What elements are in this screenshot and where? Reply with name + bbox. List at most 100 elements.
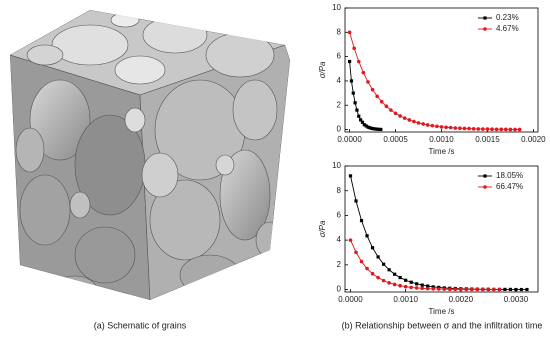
marker	[508, 287, 513, 292]
marker	[430, 123, 435, 128]
x-tick-label: 0.0010	[393, 295, 418, 304]
marker	[420, 283, 424, 287]
marker	[481, 287, 485, 292]
marker	[471, 127, 476, 131]
x-tick-label: 0.0030	[504, 295, 529, 304]
legend-marker	[483, 27, 487, 31]
plot-frame	[344, 165, 539, 293]
marker	[514, 287, 518, 292]
marker	[453, 126, 458, 130]
marker	[370, 271, 375, 276]
marker	[402, 116, 407, 120]
marker	[481, 127, 485, 131]
marker	[458, 126, 462, 131]
marker	[387, 268, 391, 272]
y-axis-label: σ/Pa	[318, 220, 327, 237]
marker	[470, 287, 474, 292]
y-axis-label: σ/Pa	[318, 61, 327, 78]
y-tick-label: 2	[337, 100, 342, 109]
marker	[382, 262, 386, 266]
grains-image	[10, 10, 290, 300]
x-tick-label: 0.0005	[383, 135, 408, 144]
marker	[359, 118, 363, 122]
marker	[347, 30, 352, 35]
y-tick-label: 0	[337, 125, 342, 134]
marker	[393, 272, 397, 276]
marker	[371, 127, 376, 131]
marker	[453, 287, 458, 292]
marker	[431, 286, 436, 291]
x-tick-label: 0.0020	[449, 295, 474, 304]
x-tick-label: 0.0015	[475, 135, 500, 144]
y-tick-label: 8	[337, 27, 342, 36]
marker	[354, 199, 358, 203]
x-tick-label: 0.0010	[429, 135, 454, 144]
marker	[398, 275, 402, 280]
caption: (a) Schematic of grains	[94, 320, 187, 330]
marker	[476, 127, 481, 131]
marker	[392, 282, 397, 287]
marker	[375, 127, 379, 131]
marker	[490, 127, 494, 132]
marker	[387, 281, 391, 285]
y-tick-label: 4	[337, 76, 342, 85]
marker	[435, 124, 439, 129]
marker	[359, 259, 364, 264]
x-tick-label: 0.0020	[521, 135, 546, 144]
series-line	[350, 239, 500, 290]
caption: (b) Relationship between σ and the infil…	[342, 320, 543, 330]
marker	[425, 286, 430, 291]
marker	[370, 246, 375, 250]
marker	[379, 127, 383, 132]
marker	[384, 104, 389, 109]
marker	[448, 125, 453, 130]
y-tick-label: 10	[332, 161, 341, 170]
y-tick-label: 6	[337, 52, 342, 61]
marker	[375, 94, 379, 99]
marker	[355, 108, 359, 112]
marker	[431, 285, 435, 289]
marker	[354, 250, 358, 255]
marker	[503, 287, 507, 292]
marker	[404, 278, 408, 282]
marker	[486, 287, 491, 292]
marker	[416, 121, 421, 125]
marker	[485, 127, 490, 131]
series-line	[349, 32, 520, 130]
marker	[439, 125, 444, 129]
marker	[420, 286, 425, 291]
marker	[426, 284, 430, 288]
marker	[513, 127, 517, 132]
marker	[357, 114, 361, 118]
marker	[348, 174, 353, 178]
legend-marker	[483, 185, 487, 189]
x-tick-label: 0.0000	[337, 135, 362, 144]
y-tick-label: 0	[337, 285, 342, 294]
marker	[368, 126, 372, 130]
marker	[436, 287, 441, 291]
marker	[467, 126, 471, 131]
marker	[347, 59, 352, 64]
marker	[492, 287, 496, 292]
marker	[459, 287, 463, 292]
marker	[393, 111, 398, 116]
marker	[508, 127, 513, 132]
y-tick-label: 6	[337, 211, 342, 220]
marker	[352, 46, 356, 51]
marker	[525, 287, 529, 292]
marker	[373, 127, 377, 131]
marker	[425, 123, 430, 127]
marker	[376, 255, 380, 259]
legend-marker	[483, 174, 487, 178]
marker	[349, 79, 354, 83]
marker	[351, 91, 355, 95]
marker	[381, 278, 386, 283]
marker	[365, 266, 369, 271]
marker	[504, 127, 508, 132]
marker	[370, 87, 375, 92]
marker	[442, 287, 447, 291]
marker	[356, 59, 361, 64]
marker	[361, 70, 366, 75]
x-axis-label: Time /s	[429, 147, 455, 156]
marker	[365, 234, 369, 238]
